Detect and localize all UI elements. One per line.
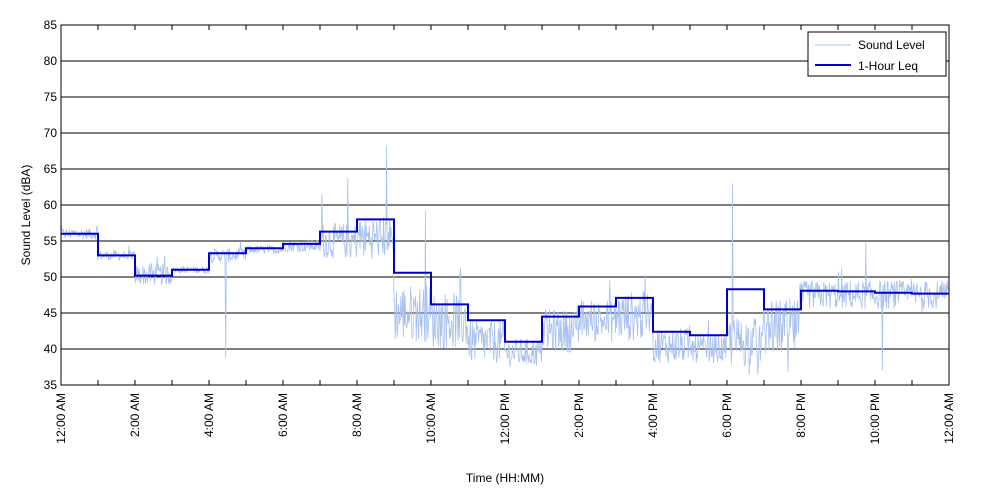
legend: Sound Level 1-Hour Leq: [807, 31, 947, 77]
y-tick-label: 35: [44, 378, 58, 392]
y-tick-label: 50: [44, 270, 58, 284]
y-tick-label: 85: [44, 18, 58, 32]
x-tick-label: 6:00 AM: [276, 393, 290, 437]
y-tick-label: 45: [44, 306, 58, 320]
y-tick-label: 70: [44, 126, 58, 140]
grid-lines: [61, 60, 949, 350]
x-tick-label: 8:00 PM: [794, 393, 808, 438]
x-tick-label: 8:00 AM: [350, 393, 364, 437]
y-tick-label: 80: [44, 54, 58, 68]
y-tick-label: 75: [44, 90, 58, 104]
x-tick-label: 2:00 PM: [572, 393, 586, 438]
leq-series: [61, 218, 949, 343]
x-tick-label: 2:00 AM: [128, 393, 142, 437]
x-tick-label: 10:00 PM: [868, 393, 882, 444]
x-axis-label: Time (HH:MM): [466, 471, 544, 485]
y-tick-label: 40: [44, 342, 58, 356]
x-tick-label: 12:00 AM: [942, 393, 956, 444]
y-tick-label: 55: [44, 234, 58, 248]
y-axis-label: Sound Level (dBA): [19, 165, 33, 266]
y-tick-label: 60: [44, 198, 58, 212]
x-axis-ticks: 12:00 AM 2:00 AM 4:00 AM 6:00 AM 8:00 AM 10:0…: [54, 25, 956, 444]
x-tick-label: 12:00 PM: [498, 393, 512, 444]
x-tick-label: 12:00 AM: [54, 393, 68, 444]
x-tick-label: 10:00 AM: [424, 393, 438, 444]
leq-step-line: [61, 218, 949, 343]
x-tick-label: 4:00 AM: [202, 393, 216, 437]
legend-label-leq: 1-Hour Leq: [858, 59, 918, 73]
x-tick-label: 4:00 PM: [646, 393, 660, 438]
legend-box: [807, 31, 947, 77]
legend-label-sound-level: Sound Level: [858, 38, 925, 52]
x-tick-label: 6:00 PM: [720, 393, 734, 438]
y-axis-ticks: 35 40 45 50 55 60 65 70 75 80 85: [44, 18, 66, 392]
y-tick-label: 65: [44, 162, 58, 176]
